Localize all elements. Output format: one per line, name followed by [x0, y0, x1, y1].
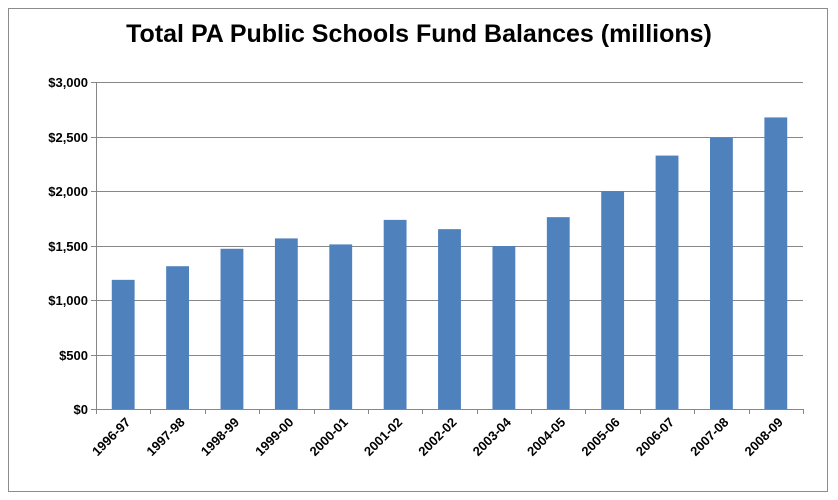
- y-tick-label: $2,000: [48, 184, 88, 199]
- bar: [601, 191, 625, 409]
- y-tick-label: $3,000: [48, 75, 88, 90]
- bar: [274, 238, 298, 409]
- x-tick-label: 1996-97: [89, 415, 133, 459]
- y-tick-labels: $0 $500 $1,000 $1,500 $2,000 $2,500 $3,000: [48, 75, 88, 417]
- x-tick-label: 1998-99: [198, 415, 242, 459]
- bar: [438, 229, 461, 409]
- x-tick-label: 2005-06: [578, 415, 622, 459]
- x-tick-label: 2006-07: [633, 415, 677, 459]
- x-tick-label: 2007-08: [687, 415, 731, 459]
- bar: [492, 246, 516, 409]
- bar: [764, 117, 788, 410]
- y-tick-label: $1,000: [48, 293, 88, 308]
- y-tick-label: $0: [74, 402, 88, 417]
- x-tick-label: 2000-01: [307, 415, 351, 459]
- x-tick-labels: 1996-97 1997-98 1998-99 1999-00 2000-01 2001-…: [89, 414, 786, 459]
- chart-title: Total PA Public Schools Fund Balances (m…: [126, 20, 712, 48]
- bar: [329, 244, 353, 409]
- y-tick-label: $2,500: [48, 130, 88, 145]
- x-tick-label: 2001-02: [361, 415, 405, 459]
- y-tick-label: $500: [59, 348, 88, 363]
- bar: [383, 219, 407, 409]
- bar: [166, 266, 189, 409]
- bar: [220, 248, 244, 409]
- axes: [91, 82, 804, 414]
- bar: [546, 217, 570, 409]
- bar: [710, 137, 733, 409]
- x-tick-label: 2008-09: [742, 415, 786, 459]
- bar: [111, 279, 135, 409]
- x-tick-label: 1997-98: [143, 415, 187, 459]
- bar: [655, 155, 679, 409]
- y-tick-label: $1,500: [48, 239, 88, 254]
- bars: [111, 117, 788, 410]
- chart-frame: [8, 8, 828, 492]
- x-tick-label: 2002-02: [415, 415, 459, 459]
- x-tick-label: 2004-05: [524, 415, 568, 459]
- x-tick-label: 1999-00: [252, 415, 296, 459]
- x-tick-label: 2003-04: [470, 414, 515, 459]
